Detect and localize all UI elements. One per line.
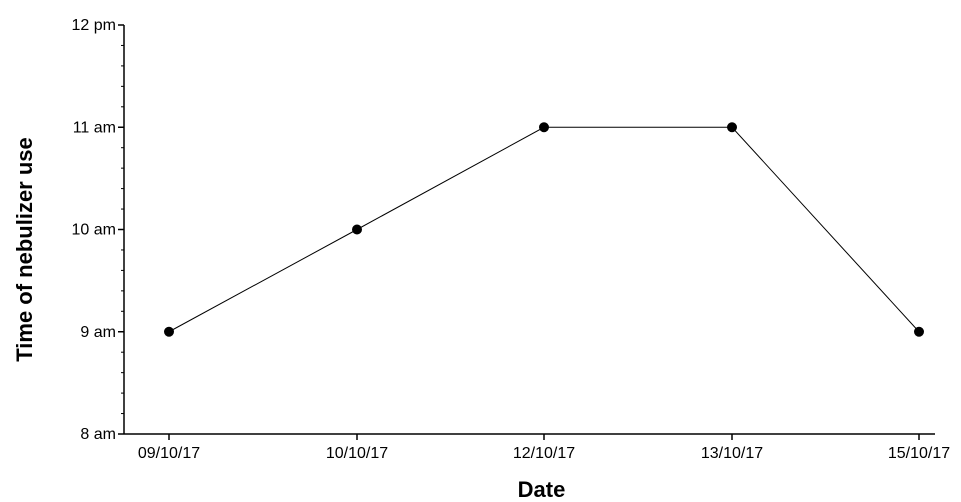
y-ticks: 8 am 9 am 10 am 11 am 12 pm — [72, 17, 124, 443]
data-point — [727, 122, 737, 133]
x-tick-label: 10/10/17 — [326, 445, 388, 462]
data-point — [352, 224, 362, 235]
y-tick-label: 12 pm — [72, 17, 116, 34]
y-tick-label: 10 am — [72, 222, 116, 239]
y-tick-label: 8 am — [80, 426, 116, 443]
axes — [123, 25, 935, 435]
x-tick-label: 15/10/17 — [888, 445, 950, 462]
series-line — [168, 126, 920, 333]
data-point — [914, 326, 924, 337]
data-point — [539, 122, 549, 133]
data-markers — [164, 122, 924, 337]
y-tick-label: 11 am — [73, 119, 116, 136]
x-axis-title: Date — [518, 477, 566, 502]
x-ticks: 09/10/17 10/10/17 12/10/17 13/10/17 15/10/17 — [138, 434, 950, 462]
x-tick-label: 12/10/17 — [513, 445, 575, 462]
data-point — [164, 326, 174, 337]
x-tick-label: 13/10/17 — [701, 445, 763, 462]
x-tick-label: 09/10/17 — [138, 445, 200, 462]
y-axis-title: Time of nebulizer use — [12, 137, 37, 362]
y-tick-label: 9 am — [80, 324, 116, 341]
